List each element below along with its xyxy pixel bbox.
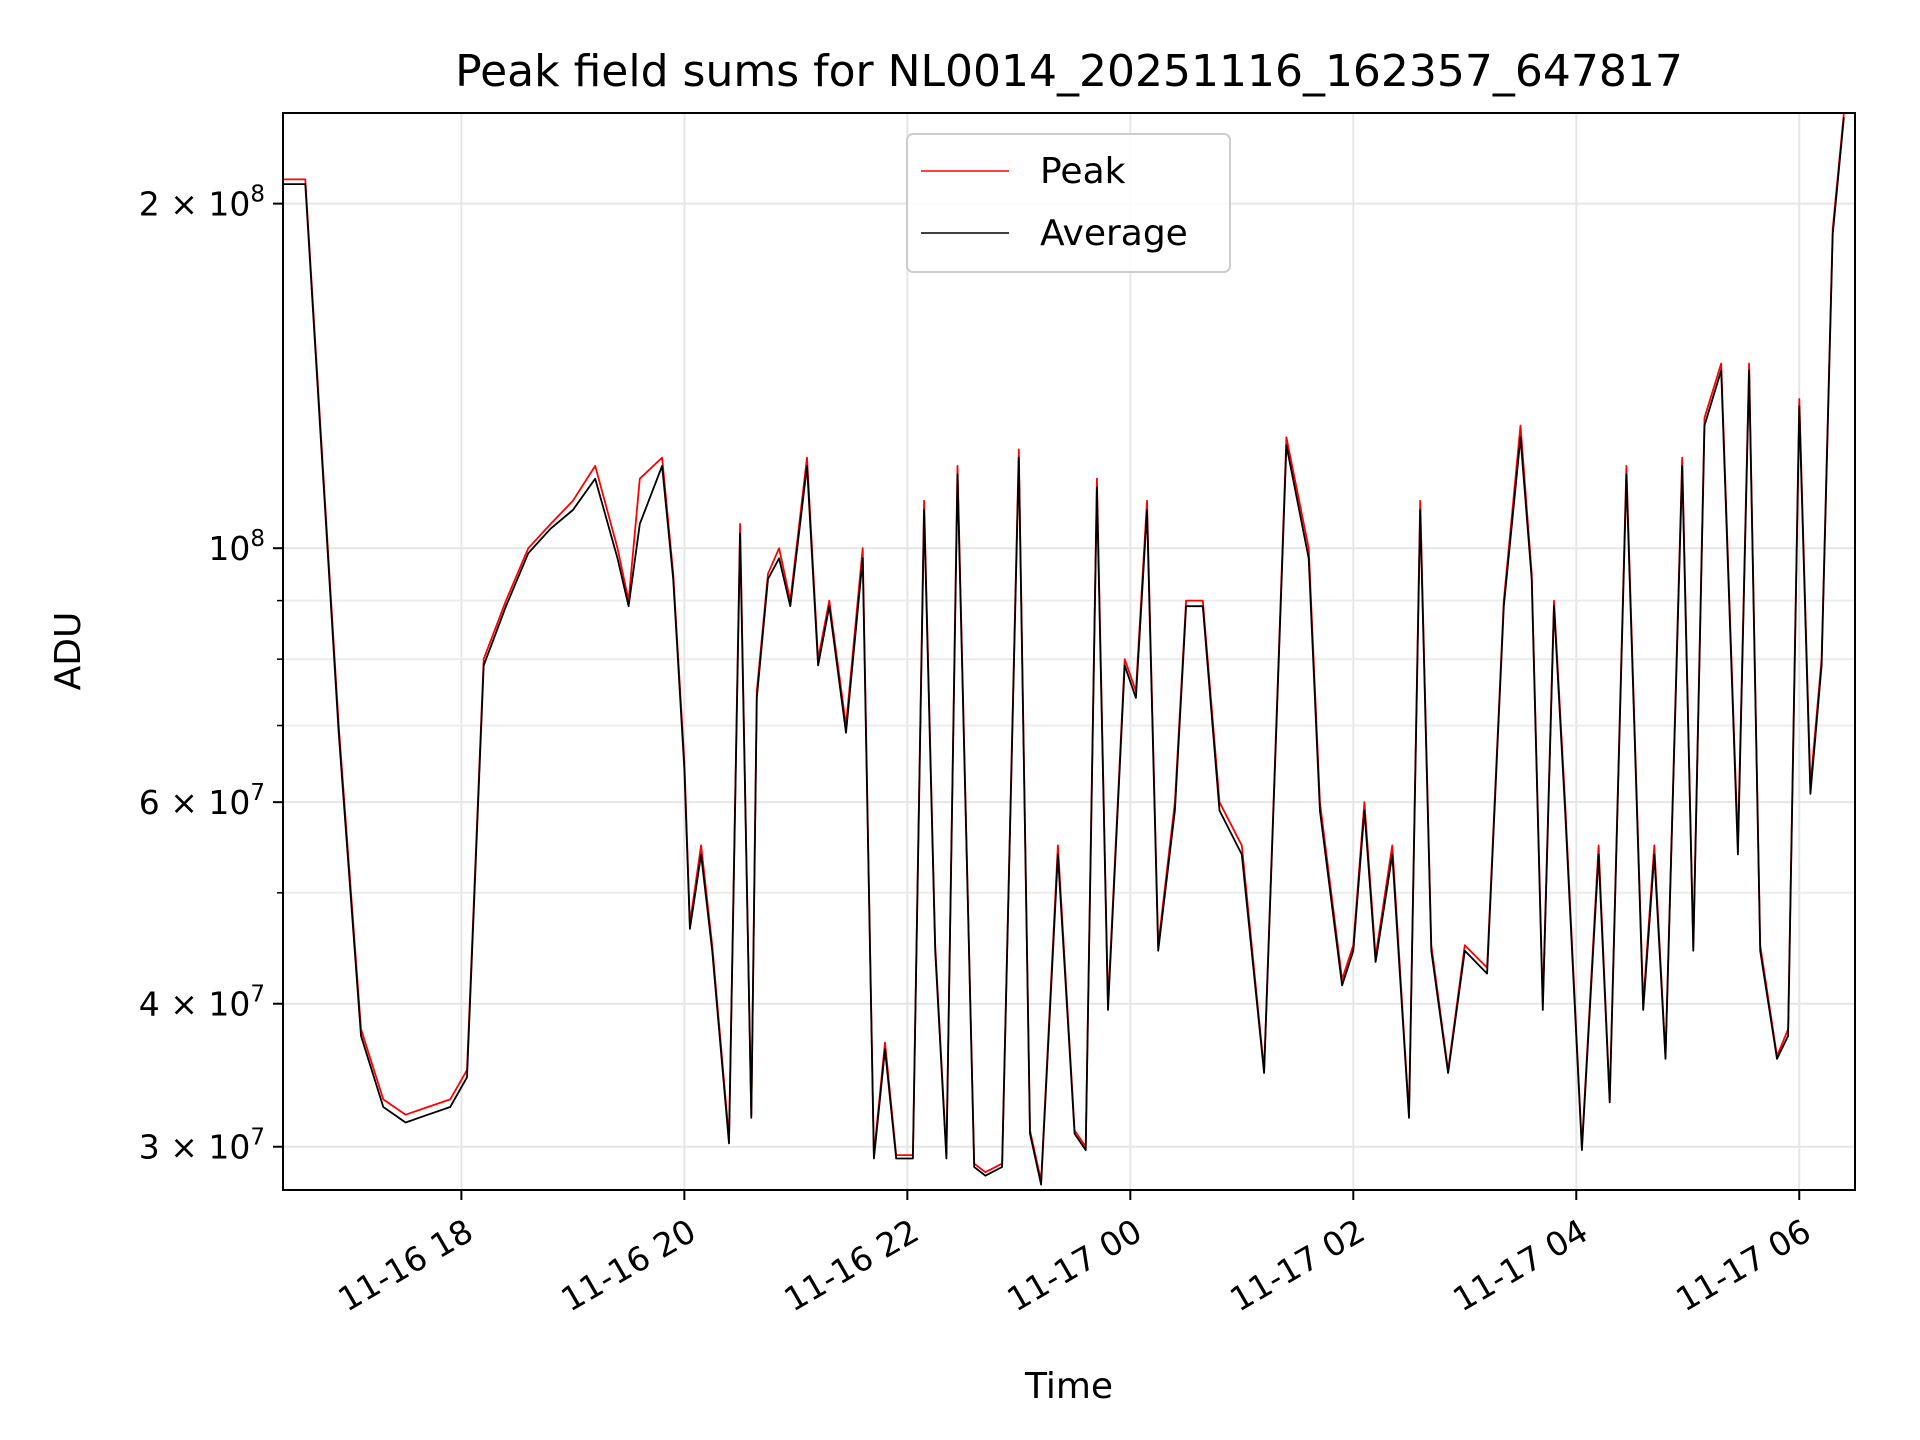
grid [283, 113, 1855, 1190]
legend: Peak Average [906, 133, 1231, 273]
legend-label-average: Average [1040, 213, 1188, 254]
y-tick-label-base: 4 × 10 [139, 985, 251, 1024]
x-axis-label: Time [1024, 1366, 1113, 1407]
y-tick-label: 3 × 107 [139, 1125, 265, 1167]
y-tick-label-exponent: 7 [250, 982, 265, 1008]
y-tick-label-base: 3 × 10 [139, 1128, 251, 1167]
y-tick-label-base: 6 × 10 [139, 783, 251, 822]
plot-area [283, 113, 1845, 1186]
legend-label-peak: Peak [1040, 151, 1126, 192]
y-tick-label: 2 × 108 [139, 182, 265, 224]
y-tick-label-exponent: 8 [250, 526, 265, 552]
y-tick-label: 4 × 107 [139, 982, 265, 1024]
y-axis-label: ADU [48, 612, 89, 691]
chart-title: Peak field sums for NL0014_20251116_1623… [455, 46, 1683, 97]
y-tick-label-base: 10 [208, 529, 250, 568]
series-line-average [283, 117, 1845, 1186]
y-tick-label-exponent: 8 [250, 182, 265, 208]
y-tick-label-exponent: 7 [250, 780, 265, 806]
y-tick-label: 6 × 107 [139, 780, 265, 822]
plot-frame [282, 112, 1856, 1191]
y-tick-label: 108 [208, 526, 265, 568]
y-tick-label-base: 2 × 10 [139, 185, 251, 224]
y-tick-label-exponent: 7 [250, 1125, 265, 1151]
legend-box [906, 133, 1231, 273]
